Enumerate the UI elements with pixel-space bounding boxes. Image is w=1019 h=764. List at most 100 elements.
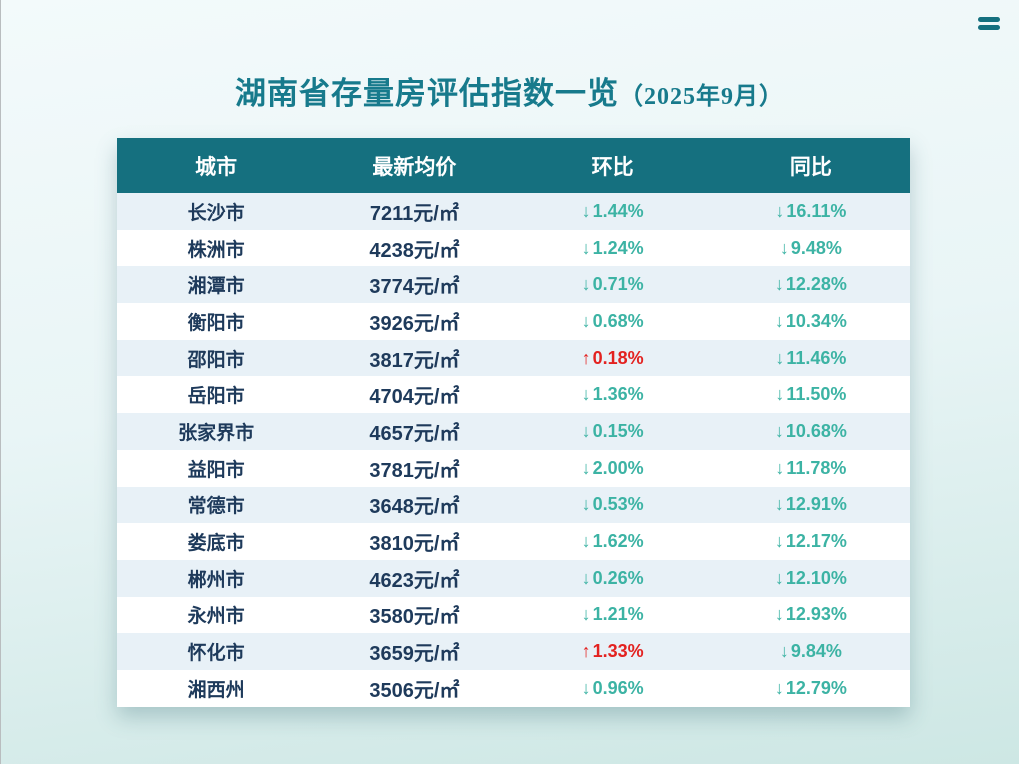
mom-cell: ↑ 0.18% (514, 348, 712, 369)
yoy-cell: ↓ 9.84% (712, 641, 910, 662)
trend-arrow-icon: ↓ (774, 531, 784, 552)
yoy-value: 12.17% (785, 531, 847, 552)
table-body: 长沙市 7211元/㎡ ↓ 1.44% ↓ 16.11% 株洲市 4238元/㎡ ↓… (117, 193, 910, 707)
mom-cell: ↓ 1.21% (514, 604, 712, 625)
menu-bar (978, 17, 1000, 22)
yoy-value: 9.84% (790, 641, 842, 662)
yoy-cell: ↓ 11.46% (712, 348, 910, 369)
mom-value: 1.21% (592, 604, 644, 625)
yoy-value: 10.68% (785, 420, 847, 441)
page-title: 湖南省存量房评估指数一览（2025年9月） (0, 68, 1019, 113)
price-cell: 3506元/㎡ (369, 679, 460, 702)
table-row: 邵阳市 3817元/㎡ ↑ 0.18% ↓ 11.46% (117, 339, 910, 377)
price-cell: 3810元/㎡ (369, 533, 460, 556)
yoy-cell: ↓ 12.91% (712, 494, 910, 515)
trend-arrow-icon: ↓ (774, 420, 784, 441)
mom-value: 1.62% (592, 531, 644, 552)
table-row: 衡阳市 3926元/㎡ ↓ 0.68% ↓ 10.34% (117, 303, 910, 340)
table-row: 怀化市 3659元/㎡ ↑ 1.33% ↓ 9.84% (117, 633, 910, 670)
trend-arrow-icon: ↓ (581, 200, 591, 221)
mom-value: 0.26% (592, 567, 644, 588)
left-edge-line (0, 0, 1, 764)
yoy-cell: ↓ 12.93% (712, 604, 910, 625)
trend-arrow-icon: ↓ (581, 531, 591, 552)
mom-cell: ↓ 0.26% (514, 568, 712, 589)
mom-cell: ↓ 1.62% (514, 531, 712, 552)
price-cell: 3817元/㎡ (369, 349, 460, 372)
trend-arrow-icon: ↓ (581, 494, 591, 515)
trend-arrow-icon: ↑ (581, 347, 591, 368)
city-cell: 益阳市 (187, 459, 245, 481)
trend-arrow-icon: ↓ (581, 457, 591, 478)
price-cell: 4623元/㎡ (369, 569, 460, 592)
yoy-cell: ↓ 10.68% (712, 421, 910, 442)
mom-value: 2.00% (592, 457, 644, 478)
trend-arrow-icon: ↓ (775, 347, 785, 368)
table-row: 张家界市 4657元/㎡ ↓ 0.15% ↓ 10.68% (117, 413, 910, 450)
price-cell: 4657元/㎡ (369, 422, 460, 445)
trend-arrow-icon: ↓ (581, 237, 591, 258)
trend-arrow-icon: ↓ (774, 567, 784, 588)
mom-value: 0.53% (592, 494, 644, 515)
mom-value: 0.96% (592, 677, 644, 698)
mom-cell: ↑ 1.33% (514, 641, 712, 662)
city-cell: 株洲市 (187, 239, 245, 261)
mom-cell: ↓ 0.53% (514, 494, 712, 515)
yoy-value: 12.93% (785, 604, 847, 625)
yoy-cell: ↓ 12.17% (712, 531, 910, 552)
index-table: 城市 最新均价 环比 同比 长沙市 7211元/㎡ ↓ 1.44% ↓ 16.11%… (117, 138, 910, 707)
page-title-period: （2025年9月） (619, 84, 784, 110)
yoy-value: 9.48% (790, 237, 842, 258)
trend-arrow-icon: ↓ (581, 274, 591, 295)
yoy-cell: ↓ 16.11% (712, 201, 910, 222)
city-cell: 湘潭市 (187, 276, 245, 298)
table-header-row: 城市 最新均价 环比 同比 (117, 138, 910, 193)
yoy-cell: ↓ 12.10% (712, 568, 910, 589)
mom-value: 0.15% (592, 420, 644, 441)
menu-bar (978, 25, 1000, 30)
trend-arrow-icon: ↓ (775, 457, 785, 478)
city-cell: 邵阳市 (187, 349, 245, 371)
price-cell: 4238元/㎡ (369, 239, 460, 262)
trend-arrow-icon: ↓ (774, 604, 784, 625)
trend-arrow-icon: ↓ (581, 384, 591, 405)
yoy-value: 11.78% (786, 457, 847, 478)
mom-cell: ↓ 0.68% (514, 311, 712, 332)
yoy-value: 12.91% (785, 494, 847, 515)
table-row: 长沙市 7211元/㎡ ↓ 1.44% ↓ 16.11% (117, 193, 910, 230)
yoy-value: 11.50% (786, 384, 847, 405)
price-cell: 3580元/㎡ (369, 606, 460, 629)
trend-arrow-icon: ↓ (774, 494, 784, 515)
yoy-cell: ↓ 9.48% (712, 238, 910, 259)
menu-icon[interactable] (978, 17, 1000, 30)
price-cell: 7211元/㎡ (369, 202, 459, 225)
mom-value: 0.71% (592, 274, 644, 295)
trend-arrow-icon: ↑ (581, 641, 591, 662)
yoy-value: 10.34% (785, 310, 847, 331)
table-row: 湘潭市 3774元/㎡ ↓ 0.71% ↓ 12.28% (117, 266, 910, 304)
table-row: 益阳市 3781元/㎡ ↓ 2.00% ↓ 11.78% (117, 449, 910, 487)
yoy-value: 11.46% (786, 347, 847, 368)
price-cell: 3926元/㎡ (369, 312, 460, 335)
city-cell: 永州市 (187, 606, 245, 628)
city-cell: 衡阳市 (187, 312, 245, 334)
header-mom: 环比 (591, 155, 634, 179)
trend-arrow-icon: ↓ (581, 567, 591, 588)
yoy-cell: ↓ 11.50% (712, 384, 910, 405)
header-yoy: 同比 (789, 155, 832, 179)
price-cell: 3659元/㎡ (369, 643, 460, 666)
trend-arrow-icon: ↓ (774, 310, 784, 331)
mom-cell: ↓ 0.71% (514, 274, 712, 295)
yoy-value: 16.11% (786, 200, 847, 221)
yoy-cell: ↓ 12.28% (712, 274, 910, 295)
city-cell: 娄底市 (187, 533, 245, 555)
city-cell: 常德市 (187, 496, 245, 518)
city-cell: 湘西州 (187, 679, 245, 701)
yoy-value: 12.10% (785, 567, 847, 588)
mom-cell: ↓ 2.00% (514, 458, 712, 479)
mom-cell: ↓ 0.96% (514, 678, 712, 699)
mom-cell: ↓ 0.15% (514, 421, 712, 442)
price-cell: 3648元/㎡ (369, 496, 460, 519)
header-city: 城市 (195, 155, 238, 179)
page-title-main: 湖南省存量房评估指数一览 (235, 76, 619, 111)
